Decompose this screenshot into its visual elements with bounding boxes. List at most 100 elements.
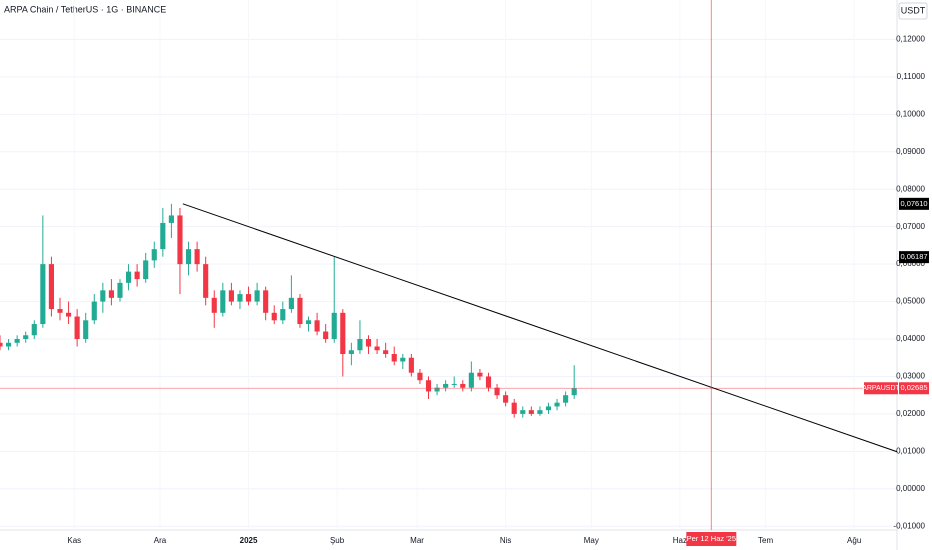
price-tag [899,197,929,210]
candle-body [314,320,320,332]
candle-body [571,388,577,396]
candle-body [545,406,552,411]
candle-body [494,387,500,396]
candle-body [151,249,157,261]
candle-body [48,264,54,310]
candle-body [280,309,286,321]
candle-body [14,339,20,343]
currency[interactable]: USDT [901,5,926,15]
candle-body [263,290,269,313]
candle-body [348,350,354,354]
candle-body [177,215,183,265]
candle-body [185,249,192,265]
symbol-label: ARPAUSDT [862,385,900,392]
candle-body [83,320,89,340]
candle-body [468,372,474,388]
x-tick-label: Mar [410,536,424,545]
candle-body [340,312,346,354]
candle-body [0,342,3,347]
y-tick-label: 0,10000 [896,109,925,118]
y-tick-label: 0,00000 [896,484,925,493]
candle-body [23,335,29,340]
price-tag-label: 0,07610 [900,199,927,208]
candle-body [211,297,217,313]
price-tag [899,251,929,264]
candle-body [323,331,329,340]
candle-body [271,312,277,321]
y-tick-label: 0,06000 [896,259,925,268]
candle-body [40,264,46,325]
candle-body [91,301,97,321]
candle-body [203,264,209,298]
candle-body [485,376,492,388]
candle-body [297,297,303,325]
candle-body [554,402,560,407]
candle-body [237,294,243,302]
price-tag-label: 0,06187 [900,252,927,261]
y-tick-label: 0,12000 [896,35,925,44]
candle-body [417,372,423,381]
candle-body [254,290,260,302]
time-marker-tag [686,532,737,546]
last-price-tag [899,382,929,395]
x-tick-label: Şub [330,536,345,545]
y-tick-label: 0,09000 [896,147,925,156]
y-tick-label: 0,07000 [896,222,925,231]
candle-body [537,410,543,414]
y-tick-label: 0,03000 [896,372,925,381]
x-tick-label: Nis [500,536,512,545]
y-tick-label: 0,11000 [897,72,926,81]
candle-body [31,324,37,336]
y-tick-label: -0,01000 [893,521,925,530]
candle-body [74,316,80,340]
candle-body [194,249,200,265]
y-tick-label: 0,01000 [896,446,925,455]
x-tick-label: May [584,536,599,545]
x-tick-label: Haz [673,536,687,545]
x-tick-label: 2025 [240,536,258,545]
candle-body [408,357,414,373]
candle-body [374,346,380,351]
candle-body [134,271,140,280]
candle-body [520,410,526,414]
candle-body [125,271,132,283]
candle-body [168,215,174,223]
candle-body [451,383,457,385]
candle-body [220,290,226,313]
candle-body [563,395,569,403]
candle-body [117,282,123,298]
candle-body [365,339,372,347]
candle-body [57,309,63,313]
candle-body [143,260,149,280]
candle-body [357,339,363,351]
candle-body [425,380,432,392]
candle-body [65,312,72,317]
currency-box[interactable] [898,2,928,20]
candle-body [400,357,406,362]
candle-body [460,383,466,388]
time-marker-label: Per 12 Haz '25 [687,534,736,543]
y-tick-label: 0,04000 [896,334,925,343]
x-tick-label: Ağu [847,536,861,545]
candle-body [245,294,252,302]
x-tick-label: Tem [758,536,773,545]
x-tick-label: Kas [67,536,81,545]
trendline [182,203,898,453]
candle-body [5,342,12,347]
candle-body [108,290,114,298]
chart-title: ARPA Chain / TetherUS · 1G · BINANCE [4,4,166,14]
candle-body [391,354,397,362]
candle-body [160,222,166,250]
candle-body [228,290,234,302]
symbol-tag [864,382,898,395]
last-price-label: 0,02685 [900,383,927,392]
candle-body [503,395,509,403]
candle-body [443,383,449,388]
y-tick-label: 0,05000 [896,297,925,306]
y-tick-label: 0,02000 [896,409,925,418]
candle-body [331,312,337,340]
candle-body [434,387,440,392]
x-tick-label: Ara [154,536,167,545]
candle-body [288,297,294,310]
